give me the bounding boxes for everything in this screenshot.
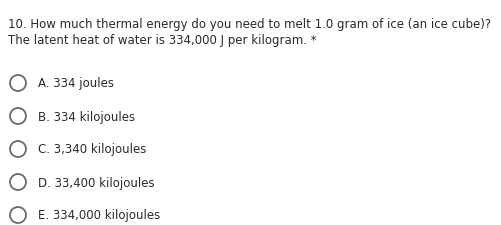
Text: C. 3,340 kilojoules: C. 3,340 kilojoules xyxy=(38,143,146,156)
Text: B. 334 kilojoules: B. 334 kilojoules xyxy=(38,110,135,123)
Text: 10. How much thermal energy do you need to melt 1.0 gram of ice (an ice cube)?: 10. How much thermal energy do you need … xyxy=(8,18,490,31)
Text: D. 33,400 kilojoules: D. 33,400 kilojoules xyxy=(38,176,154,189)
Text: E. 334,000 kilojoules: E. 334,000 kilojoules xyxy=(38,209,160,222)
Text: A. 334 joules: A. 334 joules xyxy=(38,77,114,90)
Text: The latent heat of water is 334,000 J per kilogram. *: The latent heat of water is 334,000 J pe… xyxy=(8,34,316,47)
